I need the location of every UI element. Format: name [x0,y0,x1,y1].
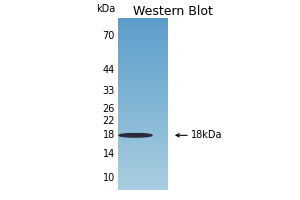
Text: 10: 10 [103,173,115,183]
Text: kDa: kDa [96,4,115,14]
Text: 70: 70 [103,31,115,41]
Ellipse shape [119,134,152,137]
Text: 44: 44 [103,65,115,75]
Text: 33: 33 [103,86,115,96]
Text: 26: 26 [103,104,115,114]
Text: Western Blot: Western Blot [133,5,213,18]
Text: 22: 22 [103,116,115,126]
Text: 14: 14 [103,149,115,159]
Text: 18kDa: 18kDa [191,130,223,140]
Text: 18: 18 [103,130,115,140]
